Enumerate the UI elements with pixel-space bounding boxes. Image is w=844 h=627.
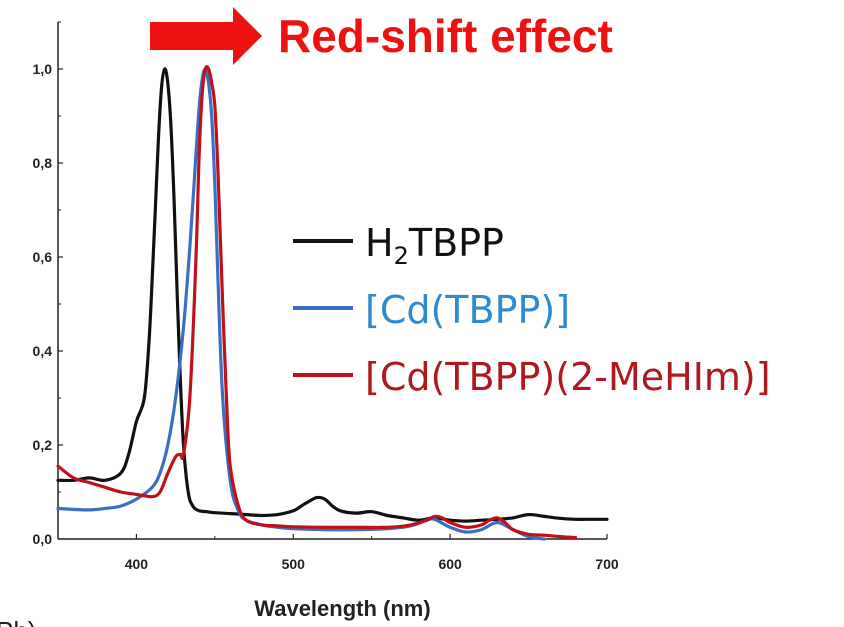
x-tick-label: 600 [438,556,462,572]
series-line-cd-tbpp-mehim [56,65,578,540]
y-tick-label: 0,6 [33,249,53,265]
x-tick-label: 700 [595,556,619,572]
partial-label: Ph) [0,616,36,627]
legend-label-h2tbpp: H2TBPP [365,221,504,270]
legend-label-cd-tbpp: [Cd(TBPP)] [365,288,570,332]
y-tick-label: 0,2 [33,437,53,453]
x-tick-label: 500 [282,556,306,572]
axes: 0,0 0,2 0,4 0,6 0,8 1,0 400 500 600 700 Wavelength… [33,21,619,621]
y-tick-label: 0,0 [33,531,53,547]
chart-headline: Red-shift effect [278,10,613,62]
series-line-cd-tbpp [56,67,546,541]
series-lines [56,65,609,541]
legend: H2TBPP [Cd(TBPP)] [Cd(TBPP)(2-MeHIm)] [293,221,771,399]
x-tick-label: 400 [125,556,149,572]
y-tick-label: 0,8 [33,155,53,171]
y-tick-label: 0,4 [33,343,53,359]
legend-label-cd-tbpp-mehim: [Cd(TBPP)(2-MeHIm)] [365,355,771,399]
right-arrow-icon [150,7,262,65]
y-tick-label: 1,0 [33,61,53,77]
x-axis-title: Wavelength (nm) [254,596,430,621]
